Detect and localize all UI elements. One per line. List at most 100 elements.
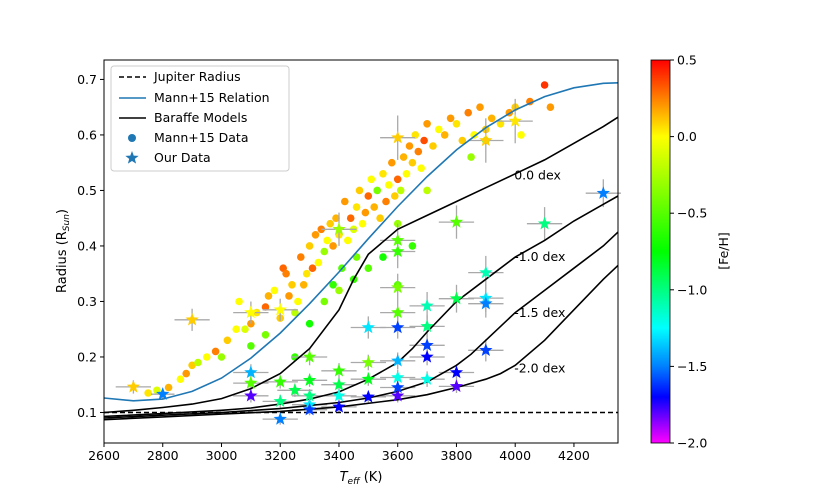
mann15-data-point <box>458 136 467 145</box>
mann15-data-point <box>332 214 340 222</box>
mann15-data-point <box>476 103 484 111</box>
our-data-point <box>479 133 493 147</box>
our-data-point <box>479 296 493 310</box>
mann15-data-point <box>388 158 396 167</box>
baraffe-model-line <box>103 116 619 414</box>
mann15-data-point <box>320 297 329 306</box>
mann15-data-point <box>264 292 273 300</box>
legend-mann15-data-label: Mann+15 Data <box>154 130 249 145</box>
our-data-point <box>288 383 302 396</box>
our-data-point <box>391 280 405 294</box>
mann15-data-point <box>320 247 329 256</box>
mann15-data-point <box>496 120 505 128</box>
mann15-data-point <box>423 186 431 195</box>
our-data-point <box>361 372 375 385</box>
mann15-data-point <box>323 236 332 245</box>
our-data-point <box>391 353 405 367</box>
mann15-data-point <box>282 269 290 278</box>
our-data-point <box>391 130 405 144</box>
model-label: -1.0 dex <box>514 249 565 264</box>
mann15-data-point <box>364 264 373 273</box>
y-tick-label: 0.3 <box>77 294 97 309</box>
legend-frame <box>110 65 290 172</box>
mann15-data-point <box>414 147 423 156</box>
mann15-data-point <box>411 131 420 139</box>
legend-jupiter-label: Jupiter Radius <box>153 69 241 84</box>
legend-baraffe-label: Baraffe Models <box>154 110 247 125</box>
our-data-point <box>449 215 464 228</box>
mann15-data-point <box>379 253 387 261</box>
colorbar-tick-label: −1.5 <box>677 359 707 374</box>
mann15-data-point <box>540 81 549 89</box>
mann15-data-point <box>211 347 220 356</box>
our-data-point <box>302 388 317 402</box>
legend-our-data-marker <box>125 151 139 164</box>
mann15-data-point <box>464 108 473 117</box>
mann15-data-point <box>176 375 185 384</box>
mann15-data-point <box>420 136 428 145</box>
our-data-point <box>449 291 464 305</box>
mann15-data-point <box>429 142 437 150</box>
x-tick-label: 2800 <box>147 448 179 463</box>
mann15-data-point <box>329 242 337 250</box>
plot-area: 0.0 dex -1.0 dex -1.5 dex -2.0 dex <box>103 81 621 425</box>
mann15-data-point <box>467 153 475 161</box>
our-data-point <box>391 370 405 384</box>
colorbar-tick-label: 0.0 <box>677 129 697 144</box>
mann15-data-point <box>270 286 279 295</box>
our-data-point <box>244 305 258 319</box>
y-axis: 0.1 0.2 0.3 0.4 0.5 0.6 0.7 <box>77 72 104 420</box>
x-tick-label: 3000 <box>206 448 238 463</box>
mann15-data-point <box>408 158 417 167</box>
mann15-data-point <box>261 303 270 311</box>
x-tick-label: 3800 <box>441 448 473 463</box>
our-data-point <box>449 365 464 379</box>
mann15-data-point <box>355 186 364 195</box>
mann15-data-point <box>314 258 323 267</box>
colorbar-tick-label: −2.0 <box>677 436 707 451</box>
mann15-data-point <box>308 264 317 273</box>
mann15-data-point <box>376 214 384 222</box>
x-tick-label: 4000 <box>499 448 531 463</box>
our-data-point <box>332 399 346 413</box>
baraffe-model-line <box>103 195 619 418</box>
mann15-data-point <box>393 175 402 184</box>
our-data-point <box>273 374 287 388</box>
mann15-data-point <box>164 383 173 392</box>
our-data-point <box>391 305 405 319</box>
our-data-point <box>302 349 317 363</box>
our-data-point <box>391 388 405 402</box>
colorbar-gradient <box>650 59 671 444</box>
mann15-data-point <box>446 114 455 123</box>
our-data-point <box>596 186 610 199</box>
our-data-point <box>361 355 375 369</box>
mann15-data-point <box>370 203 379 211</box>
mann15-data-point <box>329 281 337 289</box>
mann15-data-point <box>391 192 399 200</box>
our-data-point <box>361 320 375 334</box>
mann15-data-point <box>517 131 525 139</box>
our-data-point <box>185 312 199 326</box>
our-data-point <box>332 388 346 402</box>
y-tick-label: 0.5 <box>77 183 97 198</box>
mann15-data-point <box>294 297 302 306</box>
mann15-data-point <box>487 114 496 123</box>
y-tick-label: 0.4 <box>77 238 97 253</box>
mann15-data-point <box>344 236 352 245</box>
our-data-point <box>420 338 434 351</box>
our-data-point <box>420 349 434 363</box>
mann15-data-point <box>241 325 249 334</box>
our-data-point <box>391 320 405 334</box>
mann15-data-point <box>402 170 411 178</box>
our-data-point <box>420 372 434 385</box>
our-data-point <box>302 402 317 416</box>
mann15-data-point <box>297 253 305 261</box>
y-tick-label: 0.6 <box>77 127 97 142</box>
mann15-data-point <box>405 142 414 150</box>
mann15-data-point <box>305 242 314 250</box>
model-label: 0.0 dex <box>514 167 561 182</box>
mann15-data-point <box>299 281 308 289</box>
our-data-point <box>537 216 552 230</box>
mann15-data-point <box>194 358 202 367</box>
legend-mann15-data-marker <box>128 134 136 142</box>
